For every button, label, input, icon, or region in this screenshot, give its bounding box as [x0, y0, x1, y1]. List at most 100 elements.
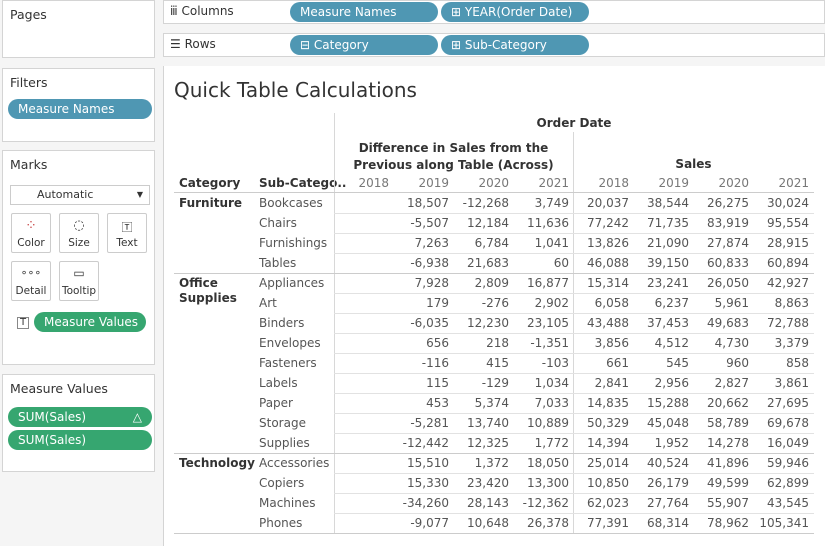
cell: 10,648 — [467, 516, 509, 530]
measure-pill[interactable]: SUM(Sales) △ — [8, 407, 152, 427]
columns-label: ⅲ Columns — [170, 4, 234, 18]
cell: 21,683 — [467, 256, 509, 270]
cell: 28,143 — [467, 496, 509, 510]
row-pill[interactable]: ⊞ Sub-Category — [441, 35, 589, 55]
measure-pill[interactable]: SUM(Sales) — [8, 430, 152, 450]
cell: 16,049 — [767, 436, 809, 450]
cell: 78,962 — [707, 516, 749, 530]
category: Furniture — [179, 196, 243, 210]
cell: 72,788 — [767, 316, 809, 330]
color-button[interactable]: ⁘ Color — [11, 213, 51, 253]
cell: 58,789 — [707, 416, 749, 430]
cell: 115 — [426, 376, 449, 390]
sub-category: Supplies — [259, 436, 310, 450]
cell: 71,735 — [647, 216, 689, 230]
cell: 3,861 — [774, 376, 809, 390]
sub-category: Envelopes — [259, 336, 321, 350]
cell: 1,372 — [474, 456, 509, 470]
tooltip-button[interactable]: ▭ Tooltip — [59, 261, 99, 301]
cell: 23,105 — [527, 316, 569, 330]
cell: 43,545 — [767, 496, 809, 510]
row-line — [334, 293, 814, 294]
cell: 13,300 — [527, 476, 569, 490]
cell: 1,034 — [534, 376, 569, 390]
row-line — [334, 233, 814, 234]
pages-card: Pages — [2, 0, 155, 58]
cell: 60,833 — [707, 256, 749, 270]
cell: 49,683 — [707, 316, 749, 330]
divider — [157, 0, 163, 546]
cell: 77,391 — [587, 516, 629, 530]
sub-category: Appliances — [259, 276, 325, 290]
cell: 661 — [606, 356, 629, 370]
row-pill[interactable]: ⊟ Category — [290, 35, 438, 55]
pill-label: Sub-Category — [464, 38, 547, 52]
cell: 15,288 — [647, 396, 689, 410]
cell: 83,919 — [707, 216, 749, 230]
cell: 14,278 — [707, 436, 749, 450]
cell: 62,023 — [587, 496, 629, 510]
button-label: Color — [17, 237, 45, 249]
mark-type-dropdown[interactable]: Automatic ▼ — [10, 185, 150, 205]
cell: 2,902 — [534, 296, 569, 310]
cell: -6,938 — [410, 256, 449, 270]
cell: 23,241 — [647, 276, 689, 290]
cell: 37,453 — [647, 316, 689, 330]
cell: 12,230 — [467, 316, 509, 330]
cell: 14,394 — [587, 436, 629, 450]
cell: 15,314 — [587, 276, 629, 290]
year-header: 2019 — [658, 176, 689, 190]
marks-pill[interactable]: Measure Values — [34, 312, 146, 332]
pill-label: YEAR(Order Date) — [464, 5, 573, 19]
row-line — [334, 313, 814, 314]
cell: -12,442 — [402, 436, 449, 450]
sub-category: Binders — [259, 316, 305, 330]
cell: 77,242 — [587, 216, 629, 230]
size-button[interactable]: ◌ Size — [59, 213, 99, 253]
shelf-label: Rows — [184, 37, 216, 51]
text-icon: T — [17, 317, 29, 329]
cell: 7,033 — [534, 396, 569, 410]
cell: 23,420 — [467, 476, 509, 490]
year-header: 2019 — [418, 176, 449, 190]
cell: 68,314 — [647, 516, 689, 530]
cell: 62,899 — [767, 476, 809, 490]
cell: 15,330 — [407, 476, 449, 490]
cell: 2,956 — [654, 376, 689, 390]
column-pill[interactable]: Measure Names — [290, 2, 438, 22]
category: Technology — [179, 456, 255, 470]
cell: -103 — [541, 356, 569, 370]
sub-category: Furnishings — [259, 236, 328, 250]
detail-button[interactable]: ∘∘∘ Detail — [11, 261, 51, 301]
column-pill[interactable]: ⊞ YEAR(Order Date) — [441, 2, 589, 22]
cell: 14,835 — [587, 396, 629, 410]
cell: 11,636 — [527, 216, 569, 230]
cell: 6,784 — [474, 236, 509, 250]
cell: 49,599 — [707, 476, 749, 490]
row-header: Category — [179, 176, 241, 190]
measure-values-card: Measure Values SUM(Sales) △ SUM(Sales) — [2, 374, 155, 472]
cell: 18,507 — [407, 196, 449, 210]
cell: 2,809 — [474, 276, 509, 290]
cell: 55,907 — [707, 496, 749, 510]
sub-category: Phones — [259, 516, 303, 530]
text-button[interactable]: 🅃 Text — [107, 213, 147, 253]
button-label: Text — [116, 237, 138, 249]
cell: -5,507 — [410, 216, 449, 230]
sub-category: Art — [259, 296, 277, 310]
cell: 69,678 — [767, 416, 809, 430]
cell: -34,260 — [402, 496, 449, 510]
group-line — [174, 273, 814, 274]
cell: 3,856 — [594, 336, 629, 350]
rows-label: ☰ Rows — [170, 37, 216, 51]
cell: 39,150 — [647, 256, 689, 270]
row-line — [334, 213, 814, 214]
sub-category: Paper — [259, 396, 293, 410]
separator — [573, 132, 574, 533]
button-label: Detail — [15, 285, 47, 297]
filter-pill[interactable]: Measure Names — [8, 99, 152, 119]
category: Office Supplies — [179, 276, 237, 305]
button-label: Size — [68, 237, 90, 249]
cell: 656 — [426, 336, 449, 350]
cell: 21,090 — [647, 236, 689, 250]
